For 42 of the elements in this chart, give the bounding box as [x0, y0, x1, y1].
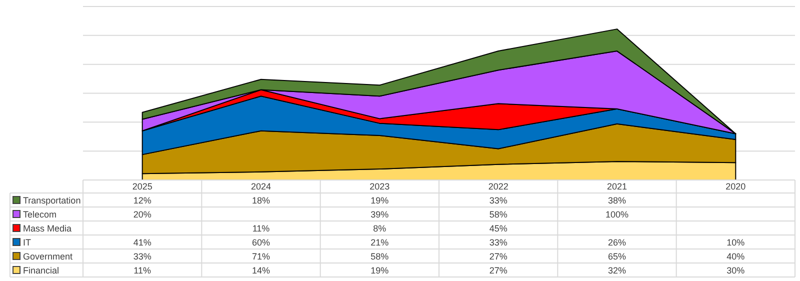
data-label: 12% [133, 196, 152, 206]
data-label: 38% [608, 196, 626, 206]
data-label: 11% [134, 266, 152, 276]
data-label: 71% [252, 252, 270, 262]
legend-label: Financial [23, 266, 60, 276]
data-label: 20% [133, 210, 152, 220]
x-tick-label: 2024 [250, 182, 272, 192]
data-label: 14% [252, 266, 270, 276]
data-label: 19% [370, 196, 389, 206]
data-label: 18% [252, 196, 270, 206]
data-label: 27% [489, 252, 508, 262]
data-label: 30% [726, 266, 745, 276]
data-label: 41% [133, 238, 152, 248]
data-label: 8% [373, 224, 386, 234]
data-label: 27% [489, 266, 508, 276]
data-label: 11% [252, 224, 270, 234]
data-label: 39% [370, 210, 389, 220]
x-tick-label: 2025 [132, 182, 152, 192]
data-label: 58% [370, 252, 389, 262]
legend-label: Mass Media [23, 224, 72, 234]
x-tick-label: 2020 [726, 182, 746, 192]
data-label: 60% [252, 238, 270, 248]
data-label: 26% [608, 238, 626, 248]
data-label: 65% [608, 252, 626, 262]
x-tick-label: 2023 [370, 182, 390, 192]
data-label: 58% [489, 210, 508, 220]
data-label: 21% [370, 238, 389, 248]
data-label: 10% [726, 238, 745, 248]
legend-label: Telecom [23, 210, 57, 220]
data-label: 32% [608, 266, 626, 276]
legend-label: Transportation [23, 196, 81, 206]
legend-label: IT [23, 238, 32, 248]
data-label: 45% [489, 224, 508, 234]
legend-label: Government [23, 252, 74, 262]
x-tick-label: 2022 [488, 182, 508, 192]
data-label: 19% [370, 266, 389, 276]
data-label: 33% [489, 196, 508, 206]
x-tick-label: 2021 [606, 182, 628, 192]
data-label: 100% [605, 210, 629, 220]
data-label: 33% [489, 238, 508, 248]
data-label: 33% [133, 252, 152, 262]
data-label: 40% [726, 252, 745, 262]
